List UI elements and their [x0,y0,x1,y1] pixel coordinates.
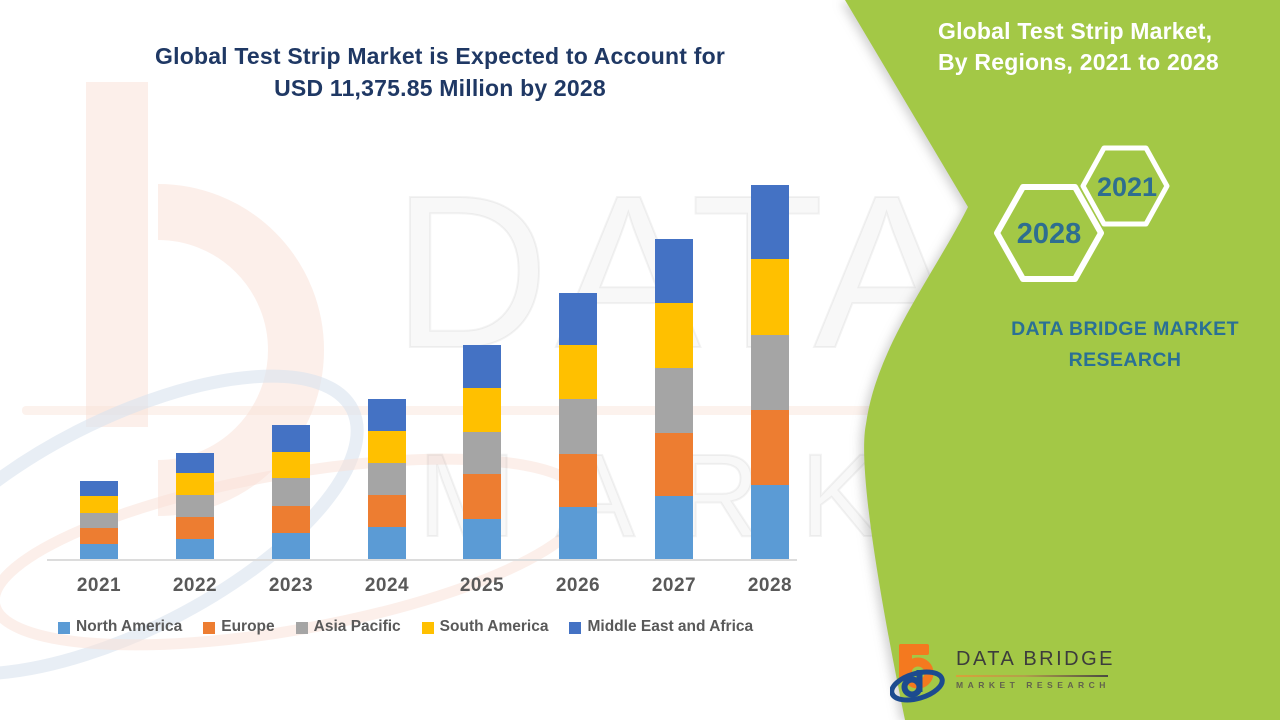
data-bridge-logo: DATA BRIDGE MARKET RESEARCH [890,640,1170,710]
bar-segment-2021-europe [80,528,118,544]
x-axis-label-2028: 2028 [747,575,793,596]
bar-segment-2023-middle-east-and-africa [272,425,310,452]
bar-segment-2028-asia-pacific [751,335,789,410]
bar-2024 [368,399,406,559]
legend-item-asia-pacific: Asia Pacific [295,618,401,636]
bar-2026 [559,293,597,559]
bar-segment-2027-south-america [655,303,693,368]
side-panel-heading: Global Test Strip Market, By Regions, 20… [938,16,1238,78]
data-bridge-logo-icon [890,644,945,703]
bar-segment-2022-south-america [176,473,214,495]
bar-2027 [655,239,693,559]
bar-segment-2025-middle-east-and-africa [463,345,501,388]
side-panel-heading-line2: By Regions, 2021 to 2028 [938,49,1219,75]
legend-item-north-america: North America [58,618,182,636]
bar-segment-2023-asia-pacific [272,478,310,506]
bar-segment-2025-europe [463,474,501,519]
logo-underline [956,675,1108,677]
bar-segment-2028-middle-east-and-africa [751,185,789,259]
legend-label: Asia Pacific [313,618,401,635]
bar-segment-2021-south-america [80,496,118,513]
chart-title: Global Test Strip Market is Expected to … [80,40,800,104]
bar-segment-2027-asia-pacific [655,368,693,433]
x-axis-label-2024: 2024 [364,575,410,596]
bar-segment-2026-south-america [559,345,597,399]
legend-swatch-icon [421,621,434,634]
legend-label: South America [439,618,549,635]
bar-2022 [176,453,214,559]
brand-text-line2: RESEARCH [1068,349,1182,371]
stacked-bar-chart: 2021 2022 2023 2024 2025 2026 2027 2028 [47,185,797,596]
x-axis-label-2026: 2026 [555,575,601,596]
x-axis-label-2022: 2022 [172,575,218,596]
chart-title-line1: Global Test Strip Market is Expected to … [155,43,725,69]
bar-2028 [751,185,789,559]
legend-swatch-icon [58,621,70,634]
bar-segment-2026-middle-east-and-africa [559,293,597,345]
x-axis-label-2023: 2023 [268,575,314,596]
bar-segment-2024-north-america [368,527,406,559]
legend-label: Europe [221,618,275,635]
legend-label: North America [76,618,183,635]
bar-segment-2026-europe [559,454,597,507]
bar-segment-2024-europe [368,495,406,527]
bar-segment-2023-north-america [272,533,310,559]
legend-swatch-icon [203,621,216,634]
bar-segment-2023-south-america [272,452,310,478]
brand-text-block: DATA BRIDGE MARKET RESEARCH [990,314,1260,376]
bar-2023 [272,425,310,559]
bar-segment-2028-europe [751,410,789,485]
legend-item-south-america: South America [421,618,549,636]
legend-item-middle-east-and-africa: Middle East and Africa [569,618,753,636]
bar-segment-2025-north-america [463,519,501,559]
bar-segment-2025-south-america [463,388,501,432]
x-axis-label-2027: 2027 [651,575,697,596]
bar-segment-2027-middle-east-and-africa [655,239,693,303]
bar-segment-2021-middle-east-and-africa [80,481,118,496]
side-panel-heading-line1: Global Test Strip Market, [938,18,1213,44]
bar-segment-2022-north-america [176,539,214,559]
bar-segment-2021-asia-pacific [80,513,118,528]
bar-2021 [80,481,118,559]
bar-segment-2027-europe [655,433,693,496]
x-axis-label-2025: 2025 [459,575,505,596]
bar-segment-2022-asia-pacific [176,495,214,517]
legend-swatch-icon [569,621,582,634]
bar-segment-2026-north-america [559,507,597,559]
bar-segment-2025-asia-pacific [463,432,501,474]
bar-segment-2028-north-america [751,485,789,559]
bar-segment-2028-south-america [751,259,789,335]
chart-legend: North America Europe Asia Pacific South Ame… [58,618,828,636]
bar-segment-2024-middle-east-and-africa [368,399,406,431]
bar-segment-2023-europe [272,506,310,533]
bar-segment-2021-north-america [80,544,118,559]
chart-title-line2: USD 11,375.85 Million by 2028 [274,75,606,101]
bar-2025 [463,345,501,559]
bar-segment-2024-south-america [368,431,406,463]
logo-name-text: DATA BRIDGE [956,648,1116,670]
legend-label: Middle East and Africa [587,618,754,635]
legend-swatch-icon [295,621,308,634]
logo-subtitle-text: MARKET RESEARCH [956,680,1110,690]
brand-text-line1: DATA BRIDGE MARKET [1011,318,1239,340]
bar-segment-2027-north-america [655,496,693,559]
bar-segment-2024-asia-pacific [368,463,406,495]
bar-segment-2022-europe [176,517,214,539]
bar-segment-2022-middle-east-and-africa [176,453,214,473]
x-axis-label-2021: 2021 [76,575,122,596]
legend-item-europe: Europe [203,618,275,636]
bar-segment-2026-asia-pacific [559,399,597,454]
x-axis-line [47,559,797,561]
